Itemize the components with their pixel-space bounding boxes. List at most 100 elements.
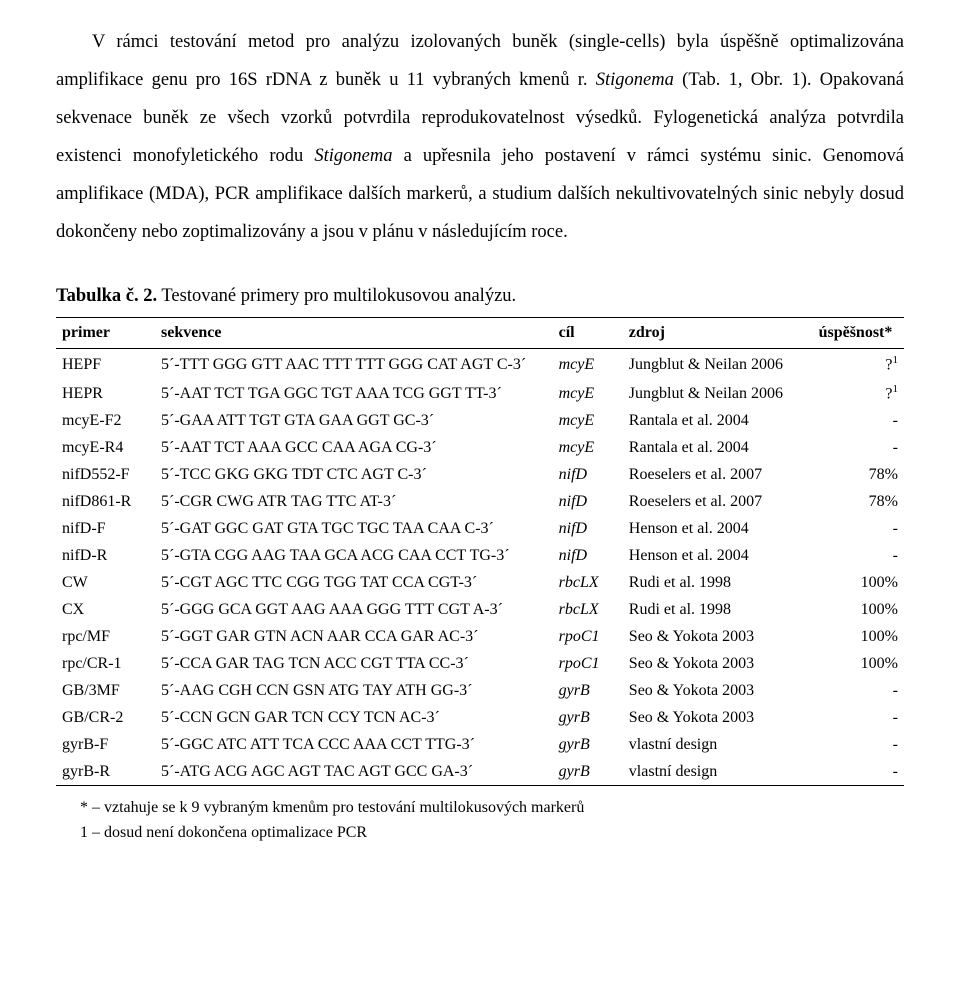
- cell-sequence: 5´-GGG GCA GGT AAG AAA GGG TTT CGT A-3´: [155, 596, 553, 623]
- cell-target: gyrB: [553, 758, 623, 786]
- cell-primer: rpc/MF: [56, 623, 155, 650]
- cell-success: 100%: [813, 569, 904, 596]
- cell-target: mcyE: [553, 434, 623, 461]
- col-header-primer: primer: [56, 317, 155, 348]
- footnote-asterisk: * – vztahuje se k 9 vybraným kmenům pro …: [80, 796, 900, 821]
- cell-primer: nifD861-R: [56, 488, 155, 515]
- table-row: rpc/CR-15´-CCA GAR TAG TCN ACC CGT TTA C…: [56, 650, 904, 677]
- cell-target: rpoC1: [553, 650, 623, 677]
- cell-primer: mcyE-F2: [56, 407, 155, 434]
- table-row: GB/3MF5´-AAG CGH CCN GSN ATG TAY ATH GG-…: [56, 677, 904, 704]
- cell-primer: nifD-R: [56, 542, 155, 569]
- cell-source: Seo & Yokota 2003: [623, 677, 813, 704]
- cell-sequence: 5´-GGC ATC ATT TCA CCC AAA CCT TTG-3´: [155, 731, 553, 758]
- cell-success: ?1: [813, 378, 904, 407]
- cell-primer: rpc/CR-1: [56, 650, 155, 677]
- col-header-uspesnost: úspěšnost*: [813, 317, 904, 348]
- cell-success: -: [813, 434, 904, 461]
- cell-sequence: 5´-ATG ACG AGC AGT TAC AGT GCC GA-3´: [155, 758, 553, 786]
- table-row: GB/CR-25´-CCN GCN GAR TCN CCY TCN AC-3´g…: [56, 704, 904, 731]
- cell-success: -: [813, 407, 904, 434]
- cell-sequence: 5´-GAT GGC GAT GTA TGC TGC TAA CAA C-3´: [155, 515, 553, 542]
- cell-source: Henson et al. 2004: [623, 515, 813, 542]
- cell-sequence: 5´-GGT GAR GTN ACN AAR CCA GAR AC-3´: [155, 623, 553, 650]
- cell-source: Seo & Yokota 2003: [623, 623, 813, 650]
- cell-primer: nifD552-F: [56, 461, 155, 488]
- cell-primer: gyrB-R: [56, 758, 155, 786]
- cell-source: Henson et al. 2004: [623, 542, 813, 569]
- primer-table-head: primer sekvence cíl zdroj úspěšnost*: [56, 317, 904, 348]
- cell-sequence: 5´-CGT AGC TTC CGG TGG TAT CCA CGT-3´: [155, 569, 553, 596]
- cell-sequence: 5´-AAG CGH CCN GSN ATG TAY ATH GG-3´: [155, 677, 553, 704]
- table-caption-text: Testované primery pro multilokusovou ana…: [157, 286, 516, 306]
- cell-primer: CX: [56, 596, 155, 623]
- cell-sequence: 5´-CCA GAR TAG TCN ACC CGT TTA CC-3´: [155, 650, 553, 677]
- paragraph-1: V rámci testování metod pro analýzu izol…: [56, 24, 904, 252]
- cell-target: rbcLX: [553, 569, 623, 596]
- cell-sequence: 5´-GTA CGG AAG TAA GCA ACG CAA CCT TG-3´: [155, 542, 553, 569]
- cell-target: rpoC1: [553, 623, 623, 650]
- cell-source: Roeselers et al. 2007: [623, 488, 813, 515]
- table-footnotes: * – vztahuje se k 9 vybraným kmenům pro …: [56, 786, 904, 846]
- cell-success: -: [813, 677, 904, 704]
- cell-source: Roeselers et al. 2007: [623, 461, 813, 488]
- cell-success: 100%: [813, 623, 904, 650]
- cell-success: ?1: [813, 348, 904, 378]
- cell-sequence: 5´-AAT TCT TGA GGC TGT AAA TCG GGT TT-3´: [155, 378, 553, 407]
- cell-success: 78%: [813, 488, 904, 515]
- table-caption-number: Tabulka č. 2.: [56, 286, 157, 306]
- cell-success: -: [813, 542, 904, 569]
- cell-source: Seo & Yokota 2003: [623, 704, 813, 731]
- cell-primer: HEPR: [56, 378, 155, 407]
- cell-primer: nifD-F: [56, 515, 155, 542]
- col-header-cil: cíl: [553, 317, 623, 348]
- cell-target: mcyE: [553, 378, 623, 407]
- table-row: CW5´-CGT AGC TTC CGG TGG TAT CCA CGT-3´r…: [56, 569, 904, 596]
- cell-target: mcyE: [553, 407, 623, 434]
- cell-source: Seo & Yokota 2003: [623, 650, 813, 677]
- cell-source: Rudi et al. 1998: [623, 596, 813, 623]
- cell-success: -: [813, 731, 904, 758]
- table-row: gyrB-R5´-ATG ACG AGC AGT TAC AGT GCC GA-…: [56, 758, 904, 786]
- cell-success: 78%: [813, 461, 904, 488]
- table-row: HEPF5´-TTT GGG GTT AAC TTT TTT GGG CAT A…: [56, 348, 904, 378]
- cell-success: -: [813, 758, 904, 786]
- cell-source: vlastní design: [623, 758, 813, 786]
- table-row: nifD552-F5´-TCC GKG GKG TDT CTC AGT C-3´…: [56, 461, 904, 488]
- cell-primer: gyrB-F: [56, 731, 155, 758]
- table-row: nifD-F5´-GAT GGC GAT GTA TGC TGC TAA CAA…: [56, 515, 904, 542]
- cell-source: Rudi et al. 1998: [623, 569, 813, 596]
- cell-target: nifD: [553, 515, 623, 542]
- cell-target: gyrB: [553, 677, 623, 704]
- cell-primer: GB/CR-2: [56, 704, 155, 731]
- cell-sequence: 5´-TTT GGG GTT AAC TTT TTT GGG CAT AGT C…: [155, 348, 553, 378]
- cell-target: nifD: [553, 542, 623, 569]
- primer-table-body: HEPF5´-TTT GGG GTT AAC TTT TTT GGG CAT A…: [56, 348, 904, 786]
- footnote-1: 1 – dosud není dokončena optimalizace PC…: [80, 821, 900, 846]
- cell-success: 100%: [813, 650, 904, 677]
- cell-success: 100%: [813, 596, 904, 623]
- cell-sequence: 5´-GAA ATT TGT GTA GAA GGT GC-3´: [155, 407, 553, 434]
- cell-target: gyrB: [553, 731, 623, 758]
- col-header-zdroj: zdroj: [623, 317, 813, 348]
- cell-target: nifD: [553, 461, 623, 488]
- table-row: nifD861-R5´-CGR CWG ATR TAG TTC AT-3´nif…: [56, 488, 904, 515]
- cell-source: Jungblut & Neilan 2006: [623, 378, 813, 407]
- table-row: nifD-R5´-GTA CGG AAG TAA GCA ACG CAA CCT…: [56, 542, 904, 569]
- document-page: V rámci testování metod pro analýzu izol…: [0, 0, 960, 986]
- table-row: gyrB-F5´-GGC ATC ATT TCA CCC AAA CCT TTG…: [56, 731, 904, 758]
- table-row: HEPR5´-AAT TCT TGA GGC TGT AAA TCG GGT T…: [56, 378, 904, 407]
- primer-table: primer sekvence cíl zdroj úspěšnost* HEP…: [56, 317, 904, 787]
- cell-target: mcyE: [553, 348, 623, 378]
- cell-target: rbcLX: [553, 596, 623, 623]
- cell-source: Rantala et al. 2004: [623, 434, 813, 461]
- cell-success: -: [813, 704, 904, 731]
- cell-primer: CW: [56, 569, 155, 596]
- cell-target: gyrB: [553, 704, 623, 731]
- cell-primer: mcyE-R4: [56, 434, 155, 461]
- cell-source: vlastní design: [623, 731, 813, 758]
- table-row: mcyE-F25´-GAA ATT TGT GTA GAA GGT GC-3´m…: [56, 407, 904, 434]
- cell-success: -: [813, 515, 904, 542]
- cell-source: Rantala et al. 2004: [623, 407, 813, 434]
- cell-sequence: 5´-CCN GCN GAR TCN CCY TCN AC-3´: [155, 704, 553, 731]
